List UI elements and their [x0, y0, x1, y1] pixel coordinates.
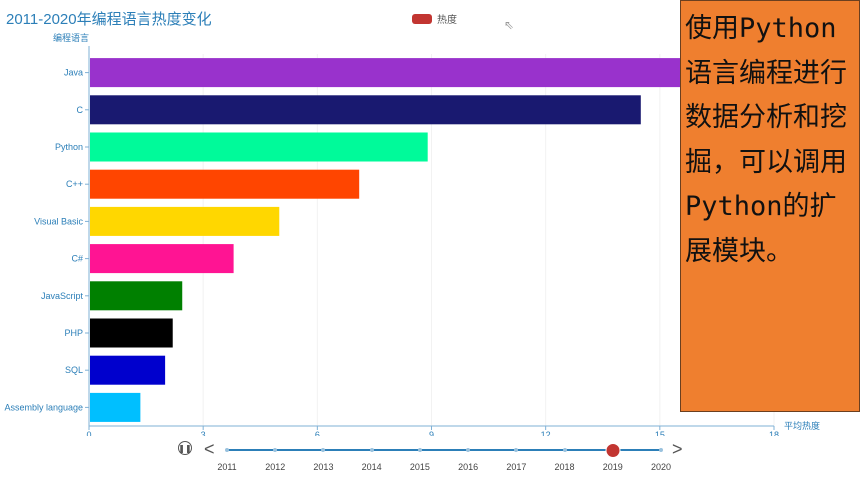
- x-tick-label: 9: [429, 430, 434, 436]
- text-overlay-box: 使用Python语言编程进行数据分析和挖掘，可以调用Python的扩展模块。: [680, 0, 860, 412]
- timeline-year-label[interactable]: 2012: [265, 462, 286, 472]
- timeline-track[interactable]: [226, 449, 662, 451]
- timeline-tick[interactable]: [417, 448, 422, 452]
- chart-title: 2011-2020年编程语言热度变化: [6, 11, 212, 28]
- mouse-cursor-icon: ⇖: [504, 18, 515, 32]
- timeline-tick[interactable]: [659, 448, 663, 452]
- bar: [90, 355, 166, 385]
- bar: [90, 58, 736, 88]
- bar: [90, 281, 183, 311]
- chevron-right-icon[interactable]: >: [672, 439, 683, 459]
- bar: [90, 132, 428, 162]
- x-tick-label: 6: [315, 430, 320, 436]
- timeline-tick[interactable]: [369, 448, 374, 452]
- y-tick-label: JavaScript: [41, 291, 84, 301]
- y-tick-label: SQL: [65, 365, 83, 375]
- timeline-year-label[interactable]: 2019: [602, 462, 623, 472]
- chevron-left-icon[interactable]: <: [204, 439, 215, 459]
- timeline-tick[interactable]: [225, 448, 229, 452]
- y-tick-label: Java: [64, 68, 83, 78]
- y-tick-label: C++: [66, 179, 83, 189]
- x-tick-label: 18: [769, 430, 779, 436]
- timeline-year-label[interactable]: 2014: [361, 462, 382, 472]
- timeline-year-label[interactable]: 2020: [650, 462, 672, 472]
- x-tick-label: 3: [201, 430, 206, 436]
- bar: [90, 244, 234, 274]
- timeline-tick[interactable]: [321, 448, 326, 452]
- bar: [90, 95, 641, 125]
- legend-swatch: [412, 13, 432, 24]
- legend-label: 热度: [437, 15, 457, 26]
- timeline-tick[interactable]: [514, 448, 519, 452]
- timeline-bar: ❚❚ < > 2011 2012 2013 2014 2015 2016 2017 2018 2…: [0, 436, 860, 484]
- x-tick-label: 0: [86, 430, 91, 436]
- x-axis-label: 平均热度: [784, 420, 820, 431]
- timeline-year-label[interactable]: 2013: [313, 462, 334, 472]
- y-tick-label: Python: [55, 142, 83, 152]
- timeline-year-label[interactable]: 2018: [554, 462, 575, 472]
- y-axis-label: 编程语言: [53, 32, 89, 43]
- y-tick-label: C#: [71, 254, 83, 264]
- timeline-tick[interactable]: [466, 448, 471, 452]
- y-tick-label: PHP: [64, 328, 83, 338]
- legend[interactable]: 热度: [412, 11, 457, 26]
- bar: [90, 169, 360, 199]
- timeline-current-marker[interactable]: [605, 443, 621, 458]
- overlay-text: 使用Python语言编程进行数据分析和挖掘，可以调用Python的扩展模块。: [685, 13, 847, 267]
- bar: [90, 206, 280, 236]
- x-tick-label: 15: [655, 430, 665, 436]
- bar: [90, 392, 141, 422]
- timeline-year-label[interactable]: 2017: [506, 462, 527, 472]
- x-tick-label: 12: [541, 430, 551, 436]
- timeline-tick[interactable]: [562, 448, 567, 452]
- timeline-year-label[interactable]: 2015: [409, 462, 430, 472]
- bar: [90, 318, 173, 348]
- y-tick-label: Visual Basic: [34, 216, 83, 226]
- y-tick-label: Assembly language: [4, 402, 83, 412]
- pause-icon[interactable]: ❚❚: [178, 441, 192, 455]
- y-tick-label: C: [77, 105, 84, 115]
- timeline-tick[interactable]: [273, 448, 278, 452]
- timeline-year-label[interactable]: 2016: [458, 462, 479, 472]
- timeline-year-label[interactable]: 2011: [217, 462, 237, 472]
